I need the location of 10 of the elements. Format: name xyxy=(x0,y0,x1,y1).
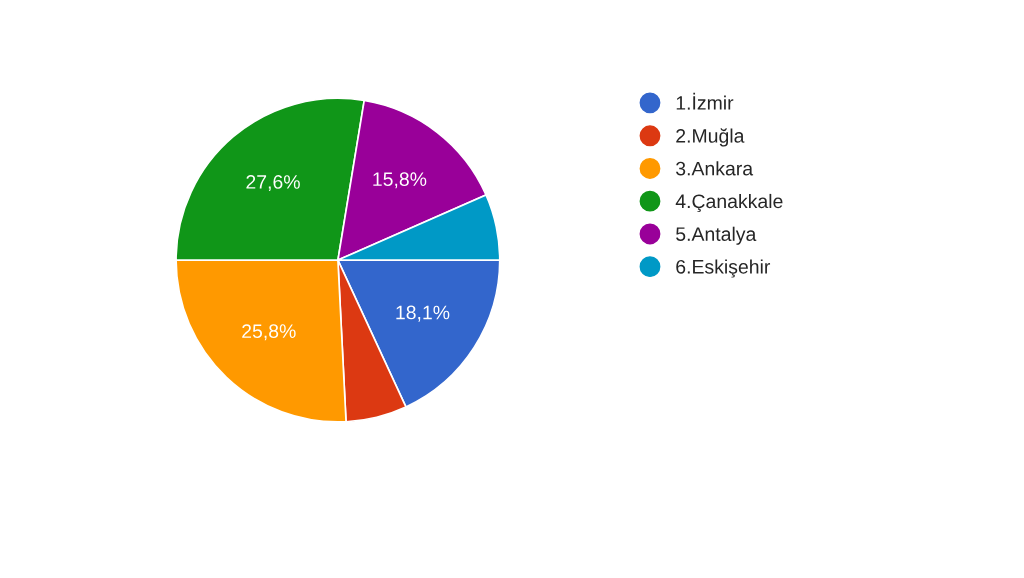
legend-label: 2.Muğla xyxy=(676,128,745,147)
data-label: 27,6% xyxy=(246,175,300,192)
legend-label: 3.Ankara xyxy=(676,161,754,176)
legend-label: 5.Antalya xyxy=(676,226,757,245)
legend-label: 6.Eskişehir xyxy=(676,259,771,278)
data-label: 15,8% xyxy=(373,172,427,189)
data-label: 18,1% xyxy=(396,305,450,322)
data-label: 25,8% xyxy=(242,324,296,341)
legend-label: 1.İzmir xyxy=(676,92,734,110)
legend-label: 4.Çanakkale xyxy=(675,193,783,213)
